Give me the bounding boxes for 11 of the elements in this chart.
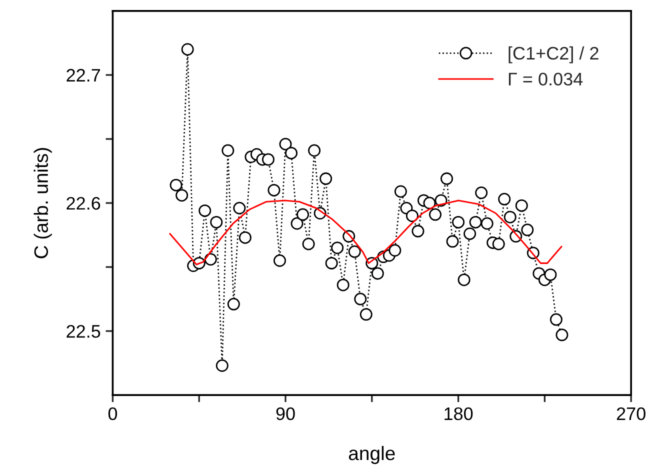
- y-tick-label: 22.7: [66, 68, 100, 82]
- x-axis-title: angle: [348, 446, 395, 464]
- y-axis-title: C (arb. units): [34, 148, 52, 258]
- y-tick-label: 22.5: [66, 324, 100, 338]
- x-tick-label: 0: [108, 407, 118, 420]
- x-tick-label: 270: [616, 407, 646, 420]
- x-tick-label: 90: [276, 407, 295, 420]
- legend-label: [C1+C2] / 2: [508, 46, 598, 64]
- y-tick-label: 22.6: [66, 196, 100, 210]
- x-tick-label: 180: [444, 407, 473, 420]
- legend-label: Γ = 0.034: [508, 72, 583, 86]
